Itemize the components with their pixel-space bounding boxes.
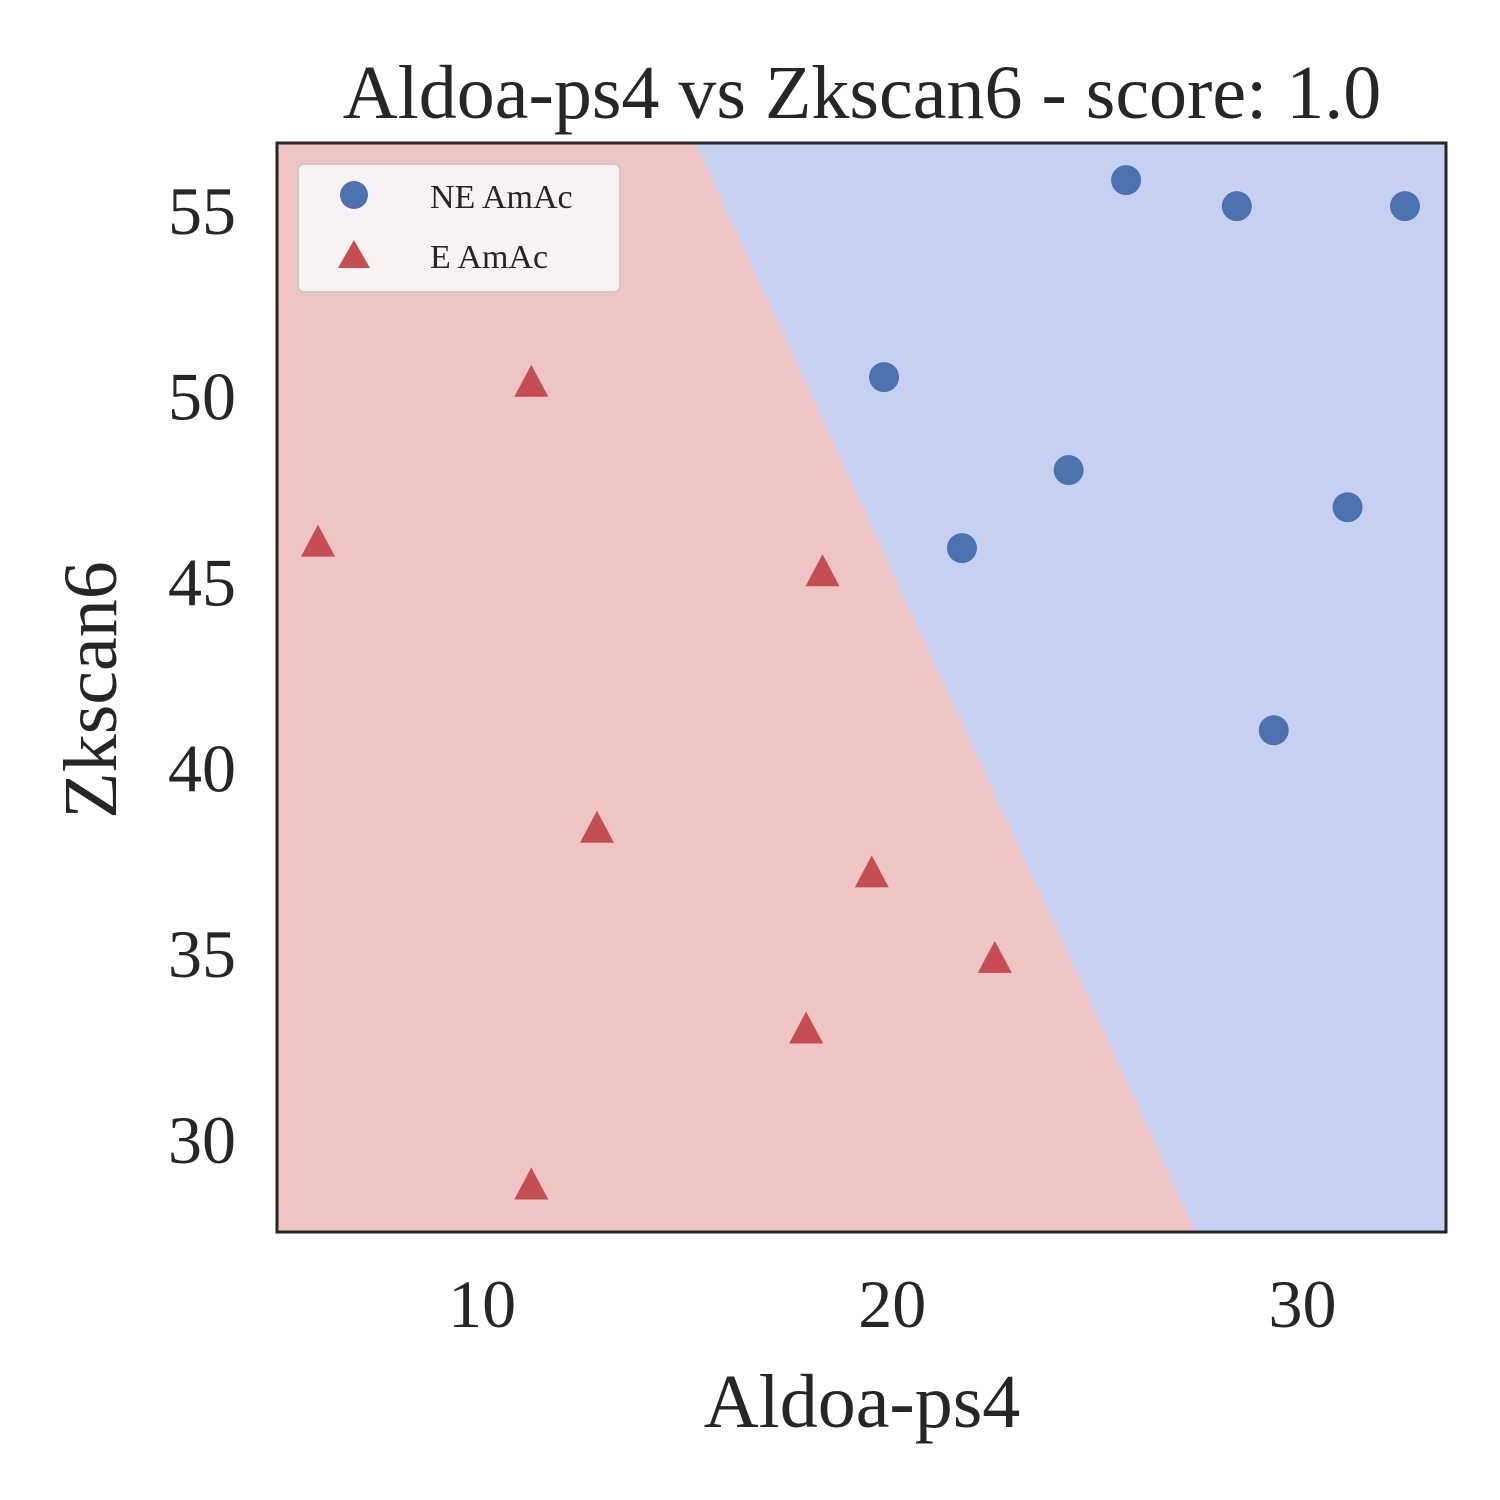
region-ne-amac (695, 143, 1446, 1232)
plot-frame (275, 141, 1448, 1234)
x-tick-label: 30 (1268, 1266, 1336, 1342)
y-tick-label: 45 (168, 545, 236, 621)
data-points (301, 165, 1420, 1200)
y-axis-ticks: 30 35 40 45 50 55 (168, 173, 236, 1178)
y-tick-label: 50 (168, 359, 236, 435)
legend-box (297, 163, 621, 293)
y-tick-label: 30 (168, 1102, 236, 1178)
point-e-amac (854, 855, 889, 888)
y-tick-label: 55 (168, 173, 236, 249)
point-ne-amac (1221, 191, 1252, 222)
x-axis-label: Aldoa-ps4 (704, 1360, 1021, 1444)
legend-label-e-amac: E AmAc (430, 239, 548, 276)
point-ne-amac (1258, 715, 1289, 746)
point-e-amac (514, 1167, 549, 1200)
legend-marker-e-amac (338, 240, 370, 268)
point-e-amac (789, 1011, 824, 1044)
point-ne-amac (1332, 492, 1363, 523)
point-ne-amac (1389, 191, 1420, 222)
point-ne-amac (1053, 455, 1084, 486)
point-ne-amac (1111, 165, 1142, 196)
point-e-amac (977, 940, 1012, 973)
point-ne-amac (946, 533, 977, 564)
legend-label-ne-amac: NE AmAc (430, 179, 573, 216)
point-e-amac (514, 364, 549, 397)
y-tick-label: 35 (168, 916, 236, 992)
legend: NE AmAc E AmAc (297, 163, 621, 293)
point-e-amac (805, 554, 840, 587)
chart-title: Aldoa-ps4 vs Zkscan6 - score: 1.0 (343, 51, 1381, 135)
point-ne-amac (869, 362, 900, 393)
legend-marker-ne-amac (340, 181, 368, 209)
x-tick-label: 10 (448, 1266, 516, 1342)
decision-regions (277, 143, 1446, 1232)
x-axis-ticks: 10 20 30 (448, 1266, 1336, 1342)
region-e-amac (277, 143, 1196, 1232)
y-tick-label: 40 (168, 730, 236, 806)
point-e-amac (301, 524, 336, 557)
x-tick-label: 20 (858, 1266, 926, 1342)
y-axis-label: Zkscan6 (49, 561, 133, 818)
point-e-amac (579, 810, 614, 843)
